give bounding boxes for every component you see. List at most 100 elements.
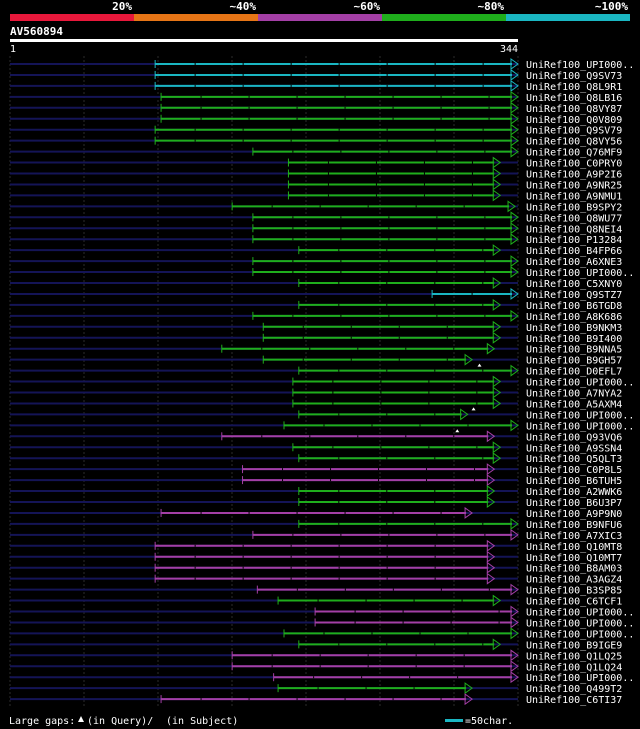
hit-label[interactable]: UniRef100_A9P9N0 xyxy=(526,509,622,520)
hit-row[interactable]: UniRef100_A8K686 xyxy=(10,309,622,323)
hit-row[interactable]: UniRef100_C0PRY0 xyxy=(10,156,622,170)
hit-row[interactable]: UniRef100_Q93VQ6 xyxy=(10,429,622,443)
hit-label[interactable]: UniRef100_UPI000.. xyxy=(526,60,634,71)
hit-label[interactable]: UniRef100_Q10MT8 xyxy=(526,542,622,553)
hit-label[interactable]: UniRef100_A3AGZ4 xyxy=(526,575,622,586)
hit-row[interactable]: UniRef100_Q76MF9 xyxy=(10,145,622,159)
hit-row[interactable]: UniRef100_D0EFL7 xyxy=(10,363,622,378)
hit-row[interactable]: UniRef100_UPI000.. xyxy=(10,605,634,619)
hit-label[interactable]: UniRef100_A8K686 xyxy=(526,312,622,323)
hit-row[interactable]: UniRef100_Q10MT7 xyxy=(10,550,622,564)
hit-label[interactable]: UniRef100_Q8WU77 xyxy=(526,213,622,224)
hit-row[interactable]: UniRef100_B3SP85 xyxy=(10,583,622,597)
hit-label[interactable]: UniRef100_Q8L9R1 xyxy=(526,82,622,93)
hit-row[interactable]: UniRef100_Q5QLT3 xyxy=(10,452,622,465)
hit-label[interactable]: UniRef100_Q9SV79 xyxy=(526,126,622,137)
hit-label[interactable]: UniRef100_Q0V809 xyxy=(526,115,622,126)
hit-label[interactable]: UniRef100_C0P8L5 xyxy=(526,465,622,476)
hit-label[interactable]: UniRef100_B9NNA5 xyxy=(526,345,622,356)
hit-row[interactable]: UniRef100_B6U3P7 xyxy=(10,496,622,509)
hit-label[interactable]: UniRef100_Q5QLT3 xyxy=(526,454,622,465)
hit-label[interactable]: UniRef100_B9IGE9 xyxy=(526,640,622,651)
hit-label[interactable]: UniRef100_C6TCF1 xyxy=(526,597,622,608)
hit-row[interactable]: UniRef100_A9NMU1 xyxy=(10,189,622,202)
hit-row[interactable]: UniRef100_A9SSN4 xyxy=(10,441,622,454)
hit-row[interactable]: UniRef100_Q8WU77 xyxy=(10,211,622,224)
hit-row[interactable]: UniRef100_Q1LQ24 xyxy=(10,660,622,673)
hit-label[interactable]: UniRef100_C6TI37 xyxy=(526,695,622,706)
hit-label[interactable]: UniRef100_Q8VY87 xyxy=(526,104,622,115)
hit-row[interactable]: UniRef100_Q8L9R1 xyxy=(10,79,622,93)
hit-row[interactable]: UniRef100_C5XNY0 xyxy=(10,277,622,290)
hit-row[interactable]: UniRef100_Q8VY56 xyxy=(10,134,622,148)
hit-label[interactable]: UniRef100_A6XNE3 xyxy=(526,257,622,268)
hit-label[interactable]: UniRef100_Q76MF9 xyxy=(526,148,622,159)
hit-label[interactable]: UniRef100_B6U3P7 xyxy=(526,498,622,509)
hit-row[interactable]: UniRef100_Q0V809 xyxy=(10,112,622,126)
hit-label[interactable]: UniRef100_B6TGD8 xyxy=(526,301,622,312)
hit-label[interactable]: UniRef100_Q8VY56 xyxy=(526,137,622,148)
hit-row[interactable]: UniRef100_B4FP66 xyxy=(10,244,622,257)
hit-row[interactable]: UniRef100_B9I400 xyxy=(10,331,622,345)
hit-row[interactable]: UniRef100_B9GH57 xyxy=(10,353,622,367)
hit-label[interactable]: UniRef100_Q499T2 xyxy=(526,684,622,695)
hit-row[interactable]: UniRef100_UPI000.. xyxy=(10,627,634,640)
hit-label[interactable]: UniRef100_Q1LQ24 xyxy=(526,662,622,673)
hit-label[interactable]: UniRef100_Q1LQ25 xyxy=(526,651,622,662)
hit-label[interactable]: UniRef100_A2WWK6 xyxy=(526,487,622,498)
hit-row[interactable]: UniRef100_UPI000.. xyxy=(10,671,634,684)
hit-row[interactable]: UniRef100_Q9SV73 xyxy=(10,68,622,82)
hit-row[interactable]: UniRef100_A3AGZ4 xyxy=(10,572,622,586)
hit-row[interactable]: UniRef100_B6TGD8 xyxy=(10,298,622,312)
hit-row[interactable]: UniRef100_B9NNA5 xyxy=(10,342,622,356)
hit-row[interactable]: UniRef100_A5AXM4 xyxy=(10,397,622,410)
hit-label[interactable]: UniRef100_A9P2I6 xyxy=(526,170,622,181)
hit-row[interactable]: UniRef100_C6TCF1 xyxy=(10,594,622,608)
hit-row[interactable]: UniRef100_B8AM03 xyxy=(10,561,622,575)
hit-row[interactable]: UniRef100_C0P8L5 xyxy=(10,463,622,476)
hit-row[interactable]: UniRef100_A7XIC3 xyxy=(10,528,622,542)
hit-label[interactable]: UniRef100_UPI000.. xyxy=(526,673,634,684)
hit-row[interactable]: UniRef100_UPI000.. xyxy=(10,266,634,279)
hit-row[interactable]: UniRef100_A6XNE3 xyxy=(10,255,622,268)
hit-row[interactable]: UniRef100_UPI000.. xyxy=(10,419,634,432)
hit-row[interactable]: UniRef100_Q9STZ7 xyxy=(10,287,622,301)
hit-label[interactable]: UniRef100_UPI000.. xyxy=(526,410,634,421)
hit-row[interactable]: UniRef100_UPI000.. xyxy=(10,58,634,71)
hit-row[interactable]: UniRef100_B6TUH5 xyxy=(10,474,622,487)
hit-label[interactable]: UniRef100_A9NR25 xyxy=(526,180,622,191)
hit-label[interactable]: UniRef100_UPI000.. xyxy=(526,618,634,629)
hit-label[interactable]: UniRef100_Q9SV73 xyxy=(526,71,622,82)
hit-row[interactable]: UniRef100_Q1LQ25 xyxy=(10,649,622,662)
hit-label[interactable]: UniRef100_A9SSN4 xyxy=(526,443,622,454)
hit-label[interactable]: UniRef100_C0PRY0 xyxy=(526,159,622,170)
hit-label[interactable]: UniRef100_A5AXM4 xyxy=(526,399,622,410)
hit-row[interactable]: UniRef100_B9NFU6 xyxy=(10,517,622,531)
hit-row[interactable]: UniRef100_Q10MT8 xyxy=(10,539,622,553)
hit-row[interactable]: UniRef100_UPI000.. xyxy=(10,616,634,629)
hit-label[interactable]: UniRef100_UPI000.. xyxy=(526,608,634,619)
hit-row[interactable]: UniRef100_B9SPY2 xyxy=(10,200,622,213)
hit-label[interactable]: UniRef100_B9NKM3 xyxy=(526,323,622,334)
hit-row[interactable]: UniRef100_P13284 xyxy=(10,233,622,246)
hit-label[interactable]: UniRef100_P13284 xyxy=(526,235,622,246)
hit-label[interactable]: UniRef100_Q93VQ6 xyxy=(526,432,622,443)
hit-row[interactable]: UniRef100_B9IGE9 xyxy=(10,638,622,651)
hit-label[interactable]: UniRef100_Q8LB16 xyxy=(526,93,622,104)
hit-row[interactable]: UniRef100_UPI000.. xyxy=(10,407,634,421)
hit-label[interactable]: UniRef100_UPI000.. xyxy=(526,629,634,640)
hit-label[interactable]: UniRef100_C5XNY0 xyxy=(526,279,622,290)
hit-row[interactable]: UniRef100_A9P2I6 xyxy=(10,167,622,181)
hit-label[interactable]: UniRef100_B4FP66 xyxy=(526,246,622,257)
hit-label[interactable]: UniRef100_B9SPY2 xyxy=(526,202,622,213)
hit-label[interactable]: UniRef100_B6TUH5 xyxy=(526,476,622,487)
hit-row[interactable]: UniRef100_A2WWK6 xyxy=(10,485,622,498)
hit-label[interactable]: UniRef100_A9NMU1 xyxy=(526,191,622,202)
hit-label[interactable]: UniRef100_UPI000.. xyxy=(526,268,634,279)
hit-row[interactable]: UniRef100_Q8VY87 xyxy=(10,101,622,115)
hit-label[interactable]: UniRef100_Q8NEI4 xyxy=(526,224,622,235)
hit-row[interactable]: UniRef100_A9P9N0 xyxy=(10,506,622,520)
hit-row[interactable]: UniRef100_Q9SV79 xyxy=(10,123,622,137)
hit-label[interactable]: UniRef100_D0EFL7 xyxy=(526,367,622,378)
hit-label[interactable]: UniRef100_Q10MT7 xyxy=(526,553,622,564)
